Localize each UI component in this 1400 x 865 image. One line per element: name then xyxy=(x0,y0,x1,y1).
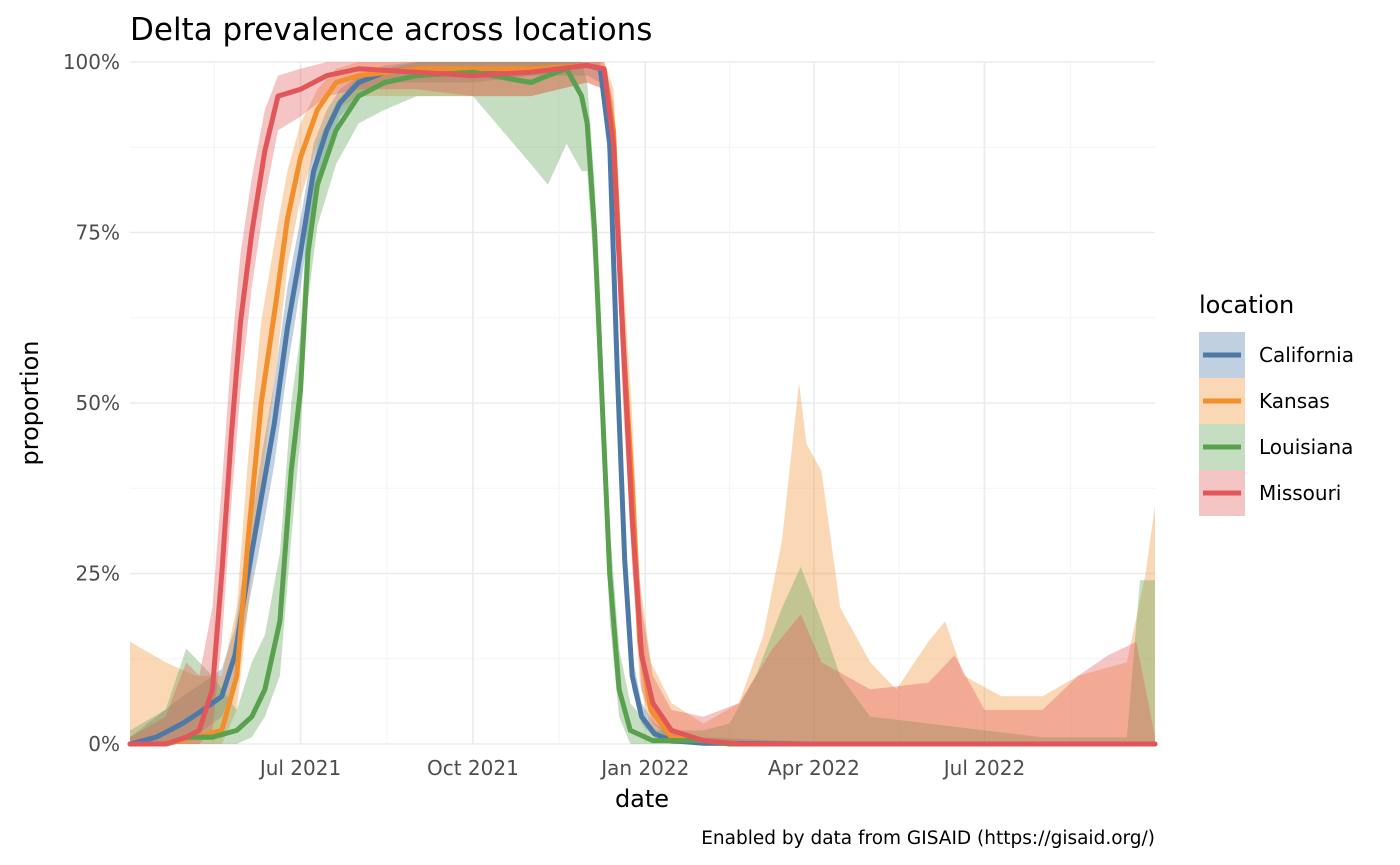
y-tick-label: 0% xyxy=(88,732,120,756)
legend-label: Missouri xyxy=(1259,481,1341,505)
legend-label: Kansas xyxy=(1259,389,1330,413)
y-tick-labels: 0% 25% 50% 75% 100% xyxy=(63,50,120,756)
x-tick-label: Jul 2022 xyxy=(942,756,1025,780)
y-tick-label: 50% xyxy=(76,391,120,415)
legend: location California Kansas Louisiana Missou… xyxy=(1199,291,1354,516)
x-tick-label: Apr 2022 xyxy=(768,756,860,780)
legend-label: Louisiana xyxy=(1259,435,1353,459)
y-tick-label: 100% xyxy=(63,50,120,74)
x-axis-title: date xyxy=(615,785,669,813)
x-tick-label: Jan 2022 xyxy=(599,756,689,780)
legend-item-kansas: Kansas xyxy=(1199,378,1330,424)
band-california xyxy=(130,62,1155,744)
x-tick-labels: Jul 2021 Oct 2021 Jan 2022 Apr 2022 Jul 2022 xyxy=(258,756,1025,780)
y-tick-label: 25% xyxy=(76,562,120,586)
legend-title: location xyxy=(1199,291,1294,319)
band-kansas xyxy=(130,62,1155,744)
x-tick-label: Oct 2021 xyxy=(427,756,519,780)
legend-item-california: California xyxy=(1199,332,1354,378)
series-lines xyxy=(127,62,1158,747)
line-missouri xyxy=(127,62,1158,747)
y-tick-label: 75% xyxy=(76,221,120,245)
legend-item-louisiana: Louisiana xyxy=(1199,424,1353,470)
y-axis-title: proportion xyxy=(16,340,44,465)
confidence-bands xyxy=(130,62,1155,744)
legend-label: California xyxy=(1259,343,1354,367)
x-tick-label: Jul 2021 xyxy=(258,756,341,780)
grid xyxy=(130,61,1155,745)
chart-title: Delta prevalence across locations xyxy=(130,12,652,48)
data-source-caption: Enabled by data from GISAID (https://gis… xyxy=(701,828,1155,849)
legend-item-missouri: Missouri xyxy=(1199,470,1341,516)
